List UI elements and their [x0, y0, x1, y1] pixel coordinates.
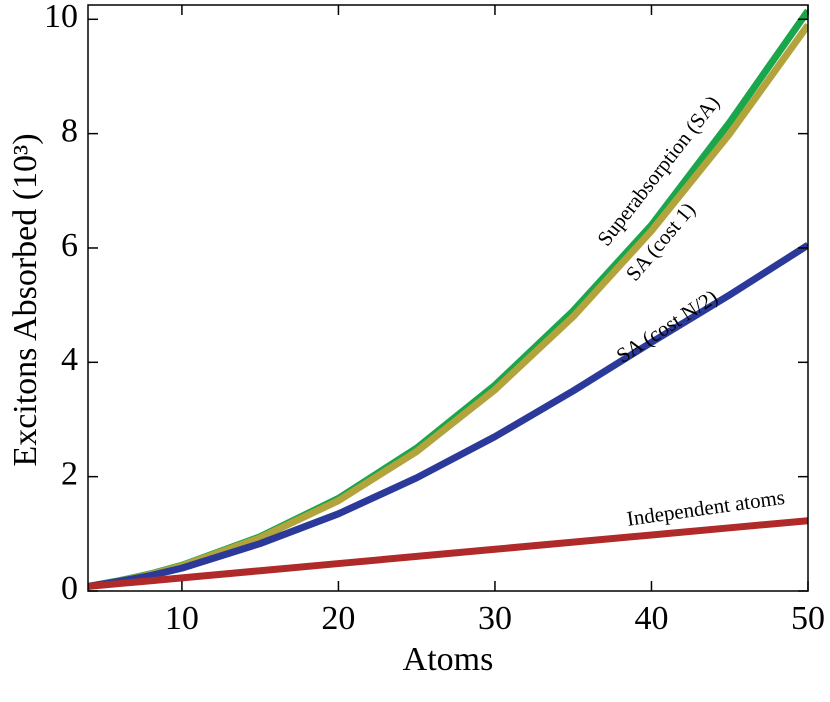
plot-frame — [87, 4, 809, 592]
y-tick-label: 0 — [61, 570, 78, 607]
y-tick-label: 4 — [61, 341, 78, 378]
x-tick-label: 20 — [321, 600, 355, 637]
series-line — [88, 242, 808, 590]
y-tick-label: 6 — [61, 227, 78, 264]
series-line — [88, 517, 808, 590]
series-label: SA (cost N/2) — [612, 285, 722, 368]
y-tick-label: 2 — [61, 455, 78, 492]
x-tick-label: 50 — [791, 600, 825, 637]
y-axis-title: Excitons Absorbed (10³) — [7, 133, 44, 466]
x-tick-label: 40 — [634, 600, 668, 637]
y-tick-label: 10 — [44, 0, 78, 35]
x-tick-label: 30 — [478, 600, 512, 637]
x-axis-title: Atoms — [403, 641, 494, 678]
x-tick-label: 10 — [165, 600, 199, 637]
y-tick-label: 8 — [61, 112, 78, 149]
